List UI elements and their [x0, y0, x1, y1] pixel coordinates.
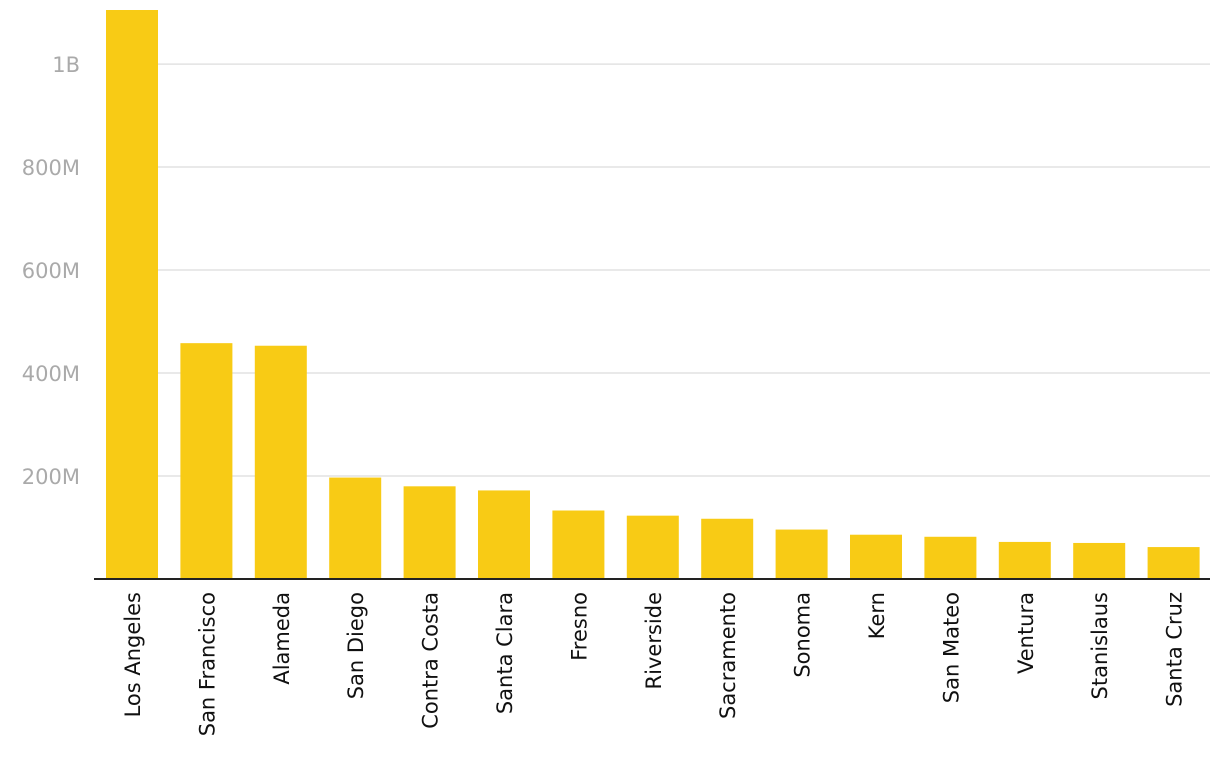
- bar-alameda[interactable]: [254, 345, 307, 579]
- bar-fresno[interactable]: [552, 510, 605, 579]
- bar-ventura[interactable]: [998, 541, 1051, 579]
- y-tick-labels: 200M 400M 600M 800M 1B: [22, 53, 80, 489]
- x-category-label: Santa Cruz: [1163, 592, 1187, 707]
- x-category-label: Kern: [865, 592, 889, 639]
- x-category-label: San Mateo: [939, 592, 963, 703]
- bar-santa-cruz[interactable]: [1147, 547, 1200, 579]
- x-category-label: San Francisco: [195, 592, 219, 736]
- y-tick-label: 800M: [22, 156, 80, 180]
- x-category-label: Alameda: [270, 592, 294, 685]
- y-tick-label: 600M: [22, 259, 80, 283]
- y-tick-label: 200M: [22, 465, 80, 489]
- bar-riverside[interactable]: [626, 515, 679, 579]
- bar-sonoma[interactable]: [775, 529, 828, 579]
- bar-kern[interactable]: [850, 534, 902, 579]
- bar-sacramento[interactable]: [701, 518, 754, 579]
- bar-san-diego[interactable]: [329, 477, 382, 579]
- bars: [106, 10, 1200, 579]
- x-category-label: Santa Clara: [493, 592, 517, 714]
- x-category-label: Los Angeles: [121, 592, 145, 717]
- y-tick-label: 400M: [22, 362, 80, 386]
- x-category-labels: Los Angeles San Francisco Alameda San Diego…: [121, 592, 1187, 736]
- x-category-label: Sonoma: [791, 592, 815, 678]
- x-category-label: Riverside: [642, 592, 666, 689]
- x-category-label: Contra Costa: [419, 592, 443, 729]
- y-tick-label: 1B: [52, 53, 80, 77]
- bar-contra-costa[interactable]: [403, 486, 456, 579]
- bar-stanislaus[interactable]: [1073, 542, 1126, 579]
- x-category-label: Sacramento: [716, 592, 740, 719]
- gridlines: [158, 63, 1210, 477]
- x-category-label: Ventura: [1014, 592, 1038, 674]
- bar-santa-clara[interactable]: [478, 490, 530, 579]
- x-category-label: Fresno: [567, 592, 591, 661]
- x-category-label: Stanislaus: [1088, 592, 1112, 699]
- x-category-label: San Diego: [344, 592, 368, 699]
- bar-san-mateo[interactable]: [924, 536, 977, 579]
- bar-los-angeles[interactable]: [106, 10, 158, 579]
- bar-san-francisco[interactable]: [180, 343, 233, 579]
